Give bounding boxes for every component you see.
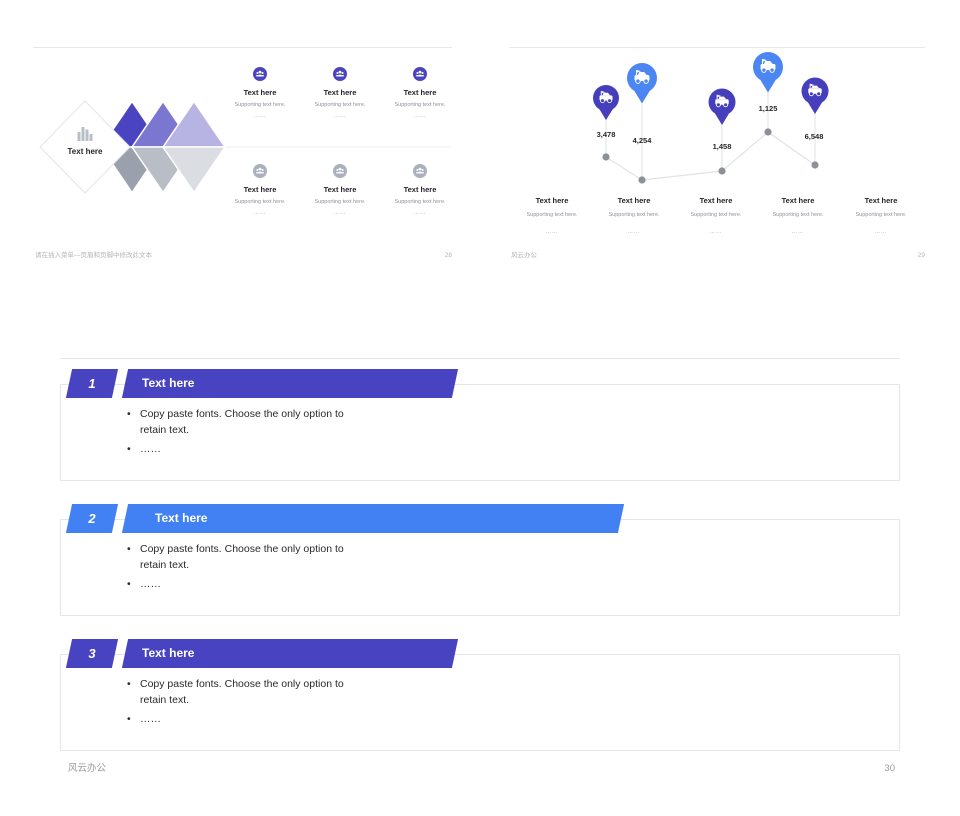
column-more: ……	[627, 229, 641, 235]
section-number: 3	[88, 646, 96, 661]
slide-page-number: 28	[444, 252, 452, 259]
card-more: ……	[253, 113, 267, 119]
feature-card: Text here Supporting text here. ……	[298, 67, 382, 119]
numbered-section-2: 2 Text here Copy paste fonts. Choose the…	[60, 504, 900, 636]
numbered-section-1: 1 Text here Copy paste fonts. Choose the…	[60, 369, 900, 501]
people-icon	[413, 67, 427, 81]
bullet-item: Copy paste fonts. Choose the only option…	[127, 542, 372, 573]
diamond-light	[161, 100, 227, 194]
card-support: Supporting text here.	[234, 102, 286, 108]
data-dots	[602, 128, 819, 184]
column-card: Text here Supporting text here. ……	[592, 196, 676, 235]
building-icon	[77, 127, 93, 141]
pin-value: 3,478	[596, 130, 616, 139]
bullet-item: Copy paste fonts. Choose the only option…	[127, 677, 372, 708]
feature-card: Text here Supporting text here. ……	[218, 164, 302, 216]
bullet-item: ……	[127, 442, 372, 458]
feature-card: Text here Supporting text here. ……	[298, 164, 382, 216]
pin-value: 4,254	[632, 136, 652, 145]
card-support: Supporting text here.	[394, 102, 446, 108]
column-more: ……	[791, 229, 805, 235]
card-support: Supporting text here.	[314, 199, 366, 205]
slide-footer-text: 请在插入菜单—页眉和页脚中修改此文本	[35, 252, 152, 259]
card-more: ……	[333, 210, 347, 216]
car-pin-icon	[593, 85, 619, 121]
slide-28-thumbnail: Text here Text here Supporting text here…	[33, 47, 452, 262]
slide-29-thumbnail: 3,478 4,254 1,458 1,125 6,548 Text here …	[509, 47, 925, 262]
card-more: ……	[413, 113, 427, 119]
card-more: ……	[413, 210, 427, 216]
feature-card: Text here Supporting text here. ……	[378, 164, 462, 216]
car-pin-icon	[753, 52, 783, 93]
column-more: ……	[545, 229, 559, 235]
bullet-item: ……	[127, 712, 372, 728]
bullet-item: Copy paste fonts. Choose the only option…	[127, 407, 372, 438]
pin-value: 6,548	[804, 132, 824, 141]
slide-footer-text: 风云办公	[511, 252, 537, 259]
white-diamond	[39, 100, 131, 194]
bullet-list: Copy paste fonts. Choose the only option…	[127, 677, 372, 732]
slide-page-number: 29	[917, 252, 925, 259]
column-support: Supporting text here.	[772, 212, 824, 218]
diamond-label: Text here	[67, 147, 103, 156]
column-support: Supporting text here.	[855, 212, 907, 218]
slide-footer-text: 风云办公	[68, 763, 107, 774]
people-icon	[333, 164, 347, 178]
section-title: Text here	[155, 511, 208, 525]
card-more: ……	[333, 113, 347, 119]
column-card: Text here Supporting text here. ……	[674, 196, 758, 235]
card-title: Text here	[403, 88, 437, 97]
car-pin-icon	[708, 88, 736, 125]
column-card: Text here Supporting text here. ……	[839, 196, 923, 235]
people-icon	[333, 67, 347, 81]
chevron-diamonds-graphic	[39, 100, 451, 194]
column-support: Supporting text here.	[526, 212, 578, 218]
section-title: Text here	[142, 376, 195, 390]
card-title: Text here	[243, 185, 277, 194]
card-support: Supporting text here.	[234, 199, 286, 205]
slide-30-main: 1 Text here Copy paste fonts. Choose the…	[60, 358, 900, 779]
people-icon	[253, 67, 267, 81]
bullet-list: Copy paste fonts. Choose the only option…	[127, 407, 372, 462]
card-support: Supporting text here.	[314, 102, 366, 108]
column-title: Text here	[699, 196, 733, 205]
column-title: Text here	[864, 196, 898, 205]
card-title: Text here	[323, 88, 357, 97]
bullet-item: ……	[127, 577, 372, 593]
car-pin-icon	[801, 77, 829, 114]
car-pin-icon	[627, 63, 657, 104]
column-support: Supporting text here.	[608, 212, 660, 218]
column-card: Text here Supporting text here. ……	[756, 196, 840, 235]
pin-value: 1,458	[712, 142, 732, 151]
feature-card: Text here Supporting text here. ……	[378, 67, 462, 119]
column-more: ……	[709, 229, 723, 235]
bullet-list: Copy paste fonts. Choose the only option…	[127, 542, 372, 597]
column-more: ……	[874, 229, 888, 235]
card-more: ……	[253, 210, 267, 216]
map-pins-chart	[593, 52, 829, 184]
card-title: Text here	[243, 88, 277, 97]
card-support: Supporting text here.	[394, 199, 446, 205]
column-title: Text here	[617, 196, 651, 205]
people-icon	[253, 164, 267, 178]
slide-page-number: 30	[884, 763, 895, 774]
feature-card: Text here Supporting text here. ……	[218, 67, 302, 119]
column-title: Text here	[535, 196, 569, 205]
section-number: 1	[88, 376, 96, 391]
card-title: Text here	[403, 185, 437, 194]
column-support: Supporting text here.	[690, 212, 742, 218]
column-title: Text here	[781, 196, 815, 205]
pin-value: 1,125	[758, 104, 778, 113]
column-card: Text here Supporting text here. ……	[510, 196, 594, 235]
section-title: Text here	[142, 646, 195, 660]
numbered-section-3: 3 Text here Copy paste fonts. Choose the…	[60, 639, 900, 771]
section-number: 2	[88, 511, 96, 526]
pin-stems	[605, 91, 816, 180]
card-title: Text here	[323, 185, 357, 194]
people-icon	[413, 164, 427, 178]
